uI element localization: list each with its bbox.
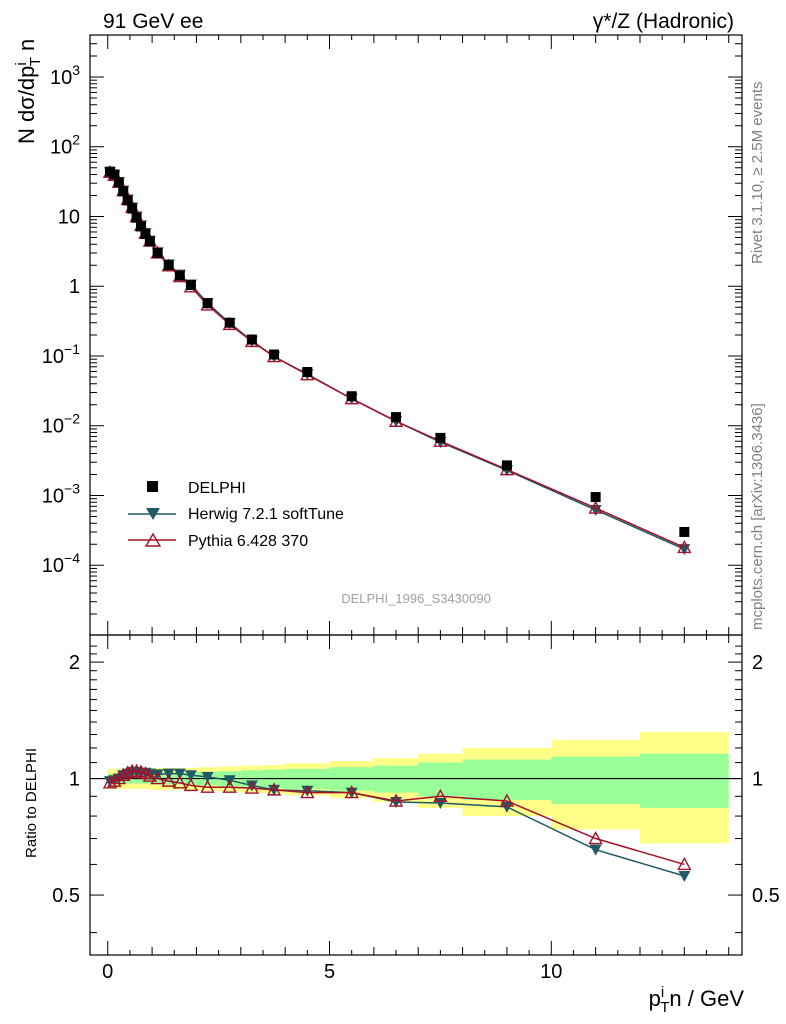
herwig-ratio-point (678, 871, 691, 883)
y-tick-label: 10 (58, 206, 80, 228)
herwig-ratio-point (184, 770, 197, 782)
x-tick-label: 5 (324, 961, 335, 983)
analysis-id: DELPHI_1996_S3430090 (341, 591, 491, 606)
delphi-point (152, 247, 163, 258)
pythia-ratio-point (200, 779, 215, 793)
herwig-ratio-point (151, 769, 164, 781)
herwig-ratio-point (245, 780, 258, 792)
delphi-point (246, 334, 257, 345)
legend-marker-pythia (144, 532, 162, 547)
herwig-ratio-point (589, 844, 602, 856)
delphi-point (131, 212, 142, 223)
ratio-y-tick-label-right: 1 (752, 769, 763, 791)
pythia-ratio-point (388, 793, 404, 807)
rivet-label: Rivet 3.1.10, ≥ 2.5M events (749, 82, 766, 265)
pythia-ratio-point (142, 768, 158, 782)
top-y-axis-label: N dσ/dpiT n (13, 39, 44, 144)
band-inner-bin (462, 759, 552, 801)
delphi-point (590, 492, 601, 503)
pythia-ratio-point (183, 777, 199, 792)
herwig-ratio-point (201, 771, 214, 783)
ratio-y-tick-label: 2 (69, 652, 80, 674)
bottom-panel-frame (89, 634, 743, 956)
delphi-point (136, 221, 147, 232)
pythia-point (677, 539, 692, 554)
bottom-panel-series (102, 763, 692, 883)
delphi-point (163, 260, 174, 271)
y-tick-label: 10−4 (42, 550, 80, 577)
pythia-ratio-point (433, 788, 448, 802)
pythia-ratio-point (129, 763, 144, 777)
delphi-point (346, 391, 357, 402)
pythia-ratio-point (172, 775, 187, 789)
delphi-point (113, 177, 124, 188)
delphi-point (679, 526, 690, 537)
axes: 0 5 10 10−4 10−3 10−2 10−1 1 10 102 103 0.5 0.5 1 1 2 2 (42, 34, 780, 983)
pythia-ratio-point (222, 779, 237, 793)
legend-label-delphi: DELPHI (188, 480, 246, 497)
delphi-point (269, 349, 280, 360)
pythia-point (588, 500, 603, 514)
delphi-point (140, 229, 151, 240)
pythia-ratio-point (499, 793, 515, 807)
herwig-ratio-point (301, 785, 314, 797)
pythia-ratio-point (120, 765, 135, 779)
header-left-title: 91 GeV ee (103, 10, 203, 33)
uncertainty-bands (107, 731, 729, 844)
herwig-ratio-point (173, 768, 186, 780)
y-tick-label: 102 (50, 132, 80, 159)
delphi-point (224, 317, 235, 328)
pythia-ratio-point (344, 785, 359, 799)
delphi-point (391, 412, 402, 423)
x-tick-label: 0 (102, 961, 113, 983)
delphi-point (144, 236, 155, 247)
mcplots-label: mcplots.cern.ch [arXiv:1306.3436] (749, 403, 766, 630)
delphi-point (302, 366, 313, 377)
delphi-point (174, 270, 185, 281)
legend-label-herwig: Herwig 7.2.1 softTune (188, 506, 344, 523)
band-inner-bin (551, 756, 640, 804)
pythia-ratio-point (150, 771, 165, 785)
legend-label-pythia: Pythia 6.428 370 (188, 533, 308, 550)
y-tick-label: 103 (50, 62, 80, 89)
y-tick-label: 10−3 (42, 480, 80, 507)
legend-marker-delphi (147, 481, 158, 492)
legend: DELPHI Herwig 7.2.1 softTune Pythia 6.42… (128, 480, 344, 550)
herwig-ratio-point (500, 801, 513, 813)
x-tick-label: 10 (540, 961, 562, 983)
delphi-point (501, 460, 512, 471)
delphi-point (109, 169, 120, 180)
ratio-y-tick-label: 0.5 (52, 885, 80, 907)
ratio-y-tick-label-right: 2 (752, 652, 763, 674)
delphi-point (185, 280, 196, 291)
y-tick-label: 10−2 (42, 411, 80, 438)
pythia-ratio-point (266, 782, 282, 796)
header-right-title: γ*/Z (Hadronic) (593, 10, 734, 33)
delphi-point (118, 186, 129, 197)
y-tick-label: 10−1 (42, 341, 80, 368)
pythia-ratio-point (300, 785, 315, 799)
y-tick-label: 1 (69, 276, 80, 298)
pythia-ratio-point (161, 773, 176, 787)
top-panel-series (102, 164, 692, 556)
legend-marker-herwig (146, 508, 160, 520)
pythia-ratio-point (244, 780, 260, 794)
delphi-point (127, 203, 138, 214)
ratio-y-tick-label-right: 0.5 (752, 885, 780, 907)
bottom-y-axis-label: Ratio to DELPHI (23, 748, 40, 858)
pythia-ratio-point (677, 856, 692, 871)
band-inner-bin (639, 753, 729, 808)
x-axis-label: pi Tn / GeV (649, 984, 745, 1016)
delphi-point (202, 298, 213, 309)
pythia-ratio-point (588, 831, 603, 845)
delphi-point (435, 432, 446, 443)
delphi-point (122, 195, 133, 206)
ratio-y-tick-label: 1 (69, 769, 80, 791)
